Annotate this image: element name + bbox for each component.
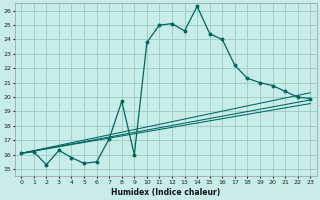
X-axis label: Humidex (Indice chaleur): Humidex (Indice chaleur): [111, 188, 220, 197]
